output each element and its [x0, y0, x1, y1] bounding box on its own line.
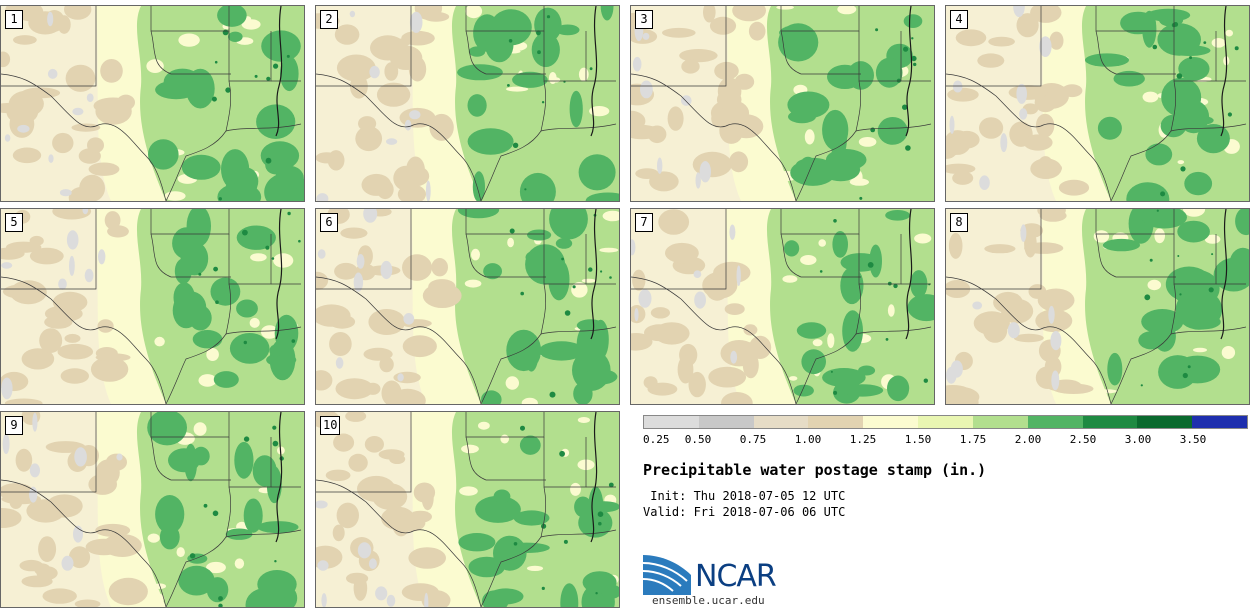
- member-number: 6: [320, 213, 338, 232]
- colorbar-tick: 0.25: [643, 433, 670, 446]
- ensemble-member-map: 4: [945, 5, 1250, 202]
- member-number: 3: [635, 10, 653, 29]
- chart-title: Precipitable water postage stamp (in.): [643, 461, 987, 479]
- ensemble-member-map: 7: [630, 208, 935, 405]
- colorbar-tick: 0.50: [684, 433, 712, 446]
- precip-water-map: [1, 6, 304, 201]
- ensemble-member-map: 3: [630, 5, 935, 202]
- precip-colorbar: [643, 415, 1248, 429]
- member-number: 4: [950, 10, 968, 29]
- colorbar-bin-7: [1027, 416, 1083, 428]
- valid-time: Valid: Fri 2018-07-06 06 UTC: [643, 505, 846, 519]
- ensemble-member-map: 1: [0, 5, 305, 202]
- precip-water-map: [631, 6, 934, 201]
- precip-water-map: [1, 412, 304, 607]
- colorbar-tick: 1.50: [904, 433, 932, 446]
- colorbar-bin-2: [753, 416, 809, 428]
- colorbar-bin-8: [1082, 416, 1138, 428]
- colorbar-tick: 3.50: [1179, 433, 1207, 446]
- precip-water-map: [946, 6, 1249, 201]
- logo-wordmark: NCAR: [695, 559, 777, 594]
- precip-water-map: [946, 209, 1249, 404]
- colorbar-tick: 1.75: [959, 433, 987, 446]
- ensemble-member-map: 2: [315, 5, 620, 202]
- member-number: 9: [5, 416, 23, 435]
- colorbar-tick: 3.00: [1124, 433, 1152, 446]
- colorbar-bin-1: [698, 416, 754, 428]
- init-time: Init: Thu 2018-07-05 12 UTC: [643, 489, 846, 503]
- member-number: 8: [950, 213, 968, 232]
- precip-water-map: [316, 6, 619, 201]
- colorbar-bin-9: [1137, 416, 1193, 428]
- precip-water-map: [316, 209, 619, 404]
- member-number: 2: [320, 10, 338, 29]
- colorbar-tick: 1.25: [849, 433, 877, 446]
- member-number: 7: [635, 213, 653, 232]
- colorbar-tick-labels: 0.25 0.50 0.75 1.00 1.25 1.50 1.75 2.00 2.50 3.00…: [643, 433, 1248, 447]
- colorbar-bin-4: [863, 416, 919, 428]
- ncar-logo-icon: [643, 553, 691, 595]
- precip-water-map: [1, 209, 304, 404]
- colorbar-tick: 0.75: [739, 433, 767, 446]
- colorbar-bin-5: [918, 416, 973, 428]
- ensemble-member-map: 8: [945, 208, 1250, 405]
- member-number: 10: [320, 416, 341, 435]
- colorbar-bin-6: [972, 416, 1028, 428]
- precip-water-map: [316, 412, 619, 607]
- ensemble-member-map: 5: [0, 208, 305, 405]
- ensemble-member-map: 10: [315, 411, 620, 608]
- colorbar-bin-0: [644, 416, 699, 428]
- colorbar-bin-10: [1192, 416, 1247, 428]
- precip-water-map: [631, 209, 934, 404]
- ensemble-member-map: 9: [0, 411, 305, 608]
- colorbar-tick: 2.00: [1014, 433, 1042, 446]
- member-number: 1: [5, 10, 23, 29]
- ensemble-member-map: 6: [315, 208, 620, 405]
- colorbar-tick: 1.00: [794, 433, 822, 446]
- site-url: ensemble.ucar.edu: [652, 594, 765, 607]
- colorbar-bin-3: [808, 416, 864, 428]
- colorbar-tick: 2.50: [1069, 433, 1097, 446]
- member-number: 5: [5, 213, 23, 232]
